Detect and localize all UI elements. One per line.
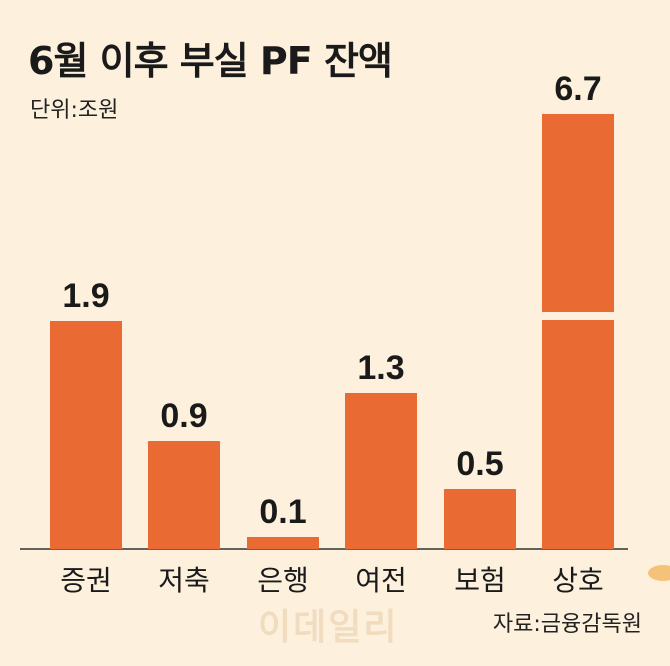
bar-상호 [542, 114, 614, 549]
data-label-증권: 1.9 [62, 277, 109, 315]
x-tick-label: 증권 [60, 564, 112, 597]
bar-보험 [444, 489, 516, 549]
data-label-보험: 0.5 [456, 445, 503, 483]
x-tick-label: 은행 [257, 564, 309, 597]
x-tick-label: 저축 [158, 564, 210, 597]
watermark-logo: 이데일리 [258, 607, 399, 648]
x-tick-label: 보험 [454, 564, 506, 597]
bar-증권 [50, 321, 122, 549]
bar-은행 [247, 537, 319, 549]
data-label-상호: 6.7 [554, 70, 601, 108]
data-label-여전: 1.3 [357, 349, 404, 387]
unit-label: 단위:조원 [30, 98, 119, 123]
bar-여전 [345, 393, 417, 549]
source-note: 자료:금융감독원 [492, 612, 642, 637]
decorative-shape [648, 565, 670, 581]
data-label-은행: 0.1 [259, 493, 306, 531]
bar-저축 [148, 441, 220, 549]
axis-break-gap [541, 312, 615, 320]
x-tick-label: 상호 [552, 564, 604, 597]
x-tick-label: 여전 [355, 564, 407, 597]
chart-title: 6월 이후 부실 PF 잔액 [28, 39, 393, 83]
data-label-저축: 0.9 [160, 397, 207, 435]
